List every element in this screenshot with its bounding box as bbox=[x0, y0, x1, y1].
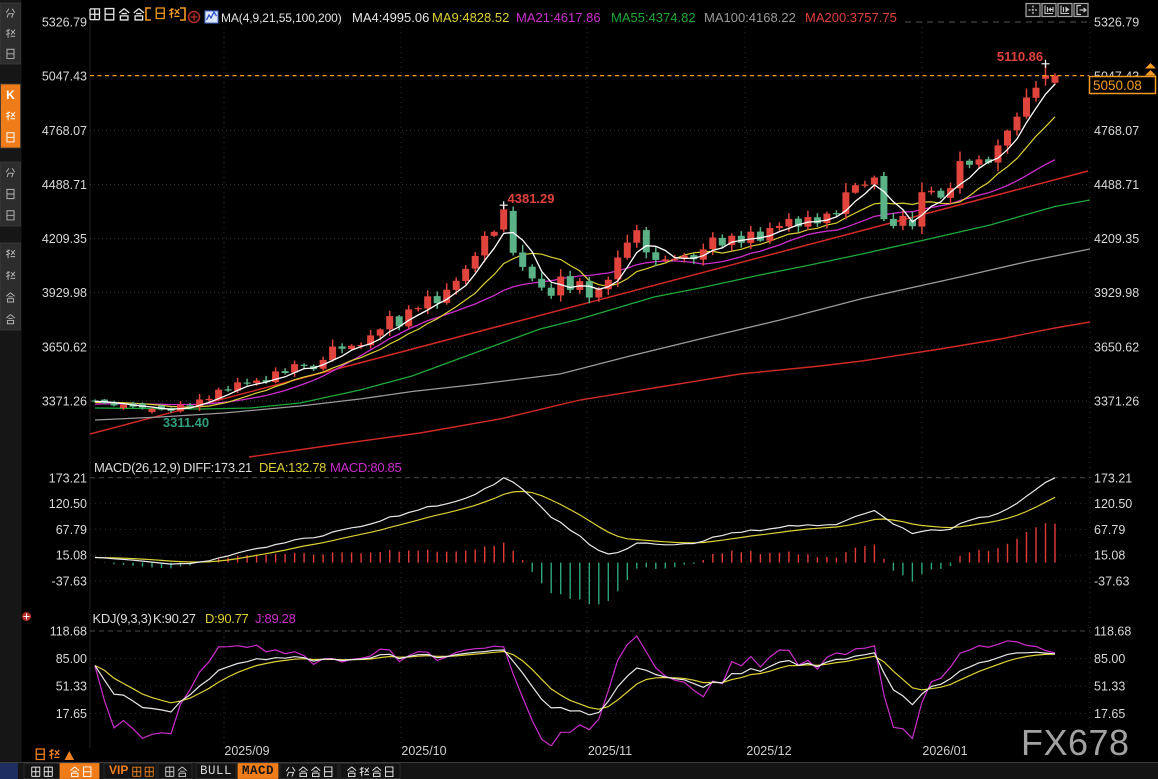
svg-text:MA100:4168.22: MA100:4168.22 bbox=[704, 10, 796, 25]
svg-text:2025/12: 2025/12 bbox=[746, 744, 791, 758]
svg-text:4381.29: 4381.29 bbox=[508, 191, 555, 206]
svg-text:MA(4,9,21,55,100,200): MA(4,9,21,55,100,200) bbox=[221, 11, 342, 25]
svg-text:5110.86: 5110.86 bbox=[997, 49, 1043, 64]
svg-text:VIP: VIP bbox=[109, 763, 128, 777]
svg-text:15.08: 15.08 bbox=[1094, 549, 1125, 563]
svg-text:4768.07: 4768.07 bbox=[1094, 124, 1139, 138]
svg-text:FX678: FX678 bbox=[1021, 722, 1130, 763]
svg-text:17.65: 17.65 bbox=[1094, 707, 1125, 721]
svg-text:3650.62: 3650.62 bbox=[1094, 340, 1139, 354]
svg-text:2025/11: 2025/11 bbox=[588, 744, 632, 758]
svg-text:MACD: MACD bbox=[242, 764, 274, 778]
svg-text:2026/01: 2026/01 bbox=[922, 744, 967, 758]
svg-text:4209.35: 4209.35 bbox=[42, 232, 87, 246]
svg-text:BULL: BULL bbox=[200, 764, 232, 778]
svg-text:118.68: 118.68 bbox=[1094, 624, 1131, 638]
svg-text:MA4:4995.06: MA4:4995.06 bbox=[352, 10, 429, 25]
svg-text:120.50: 120.50 bbox=[49, 497, 87, 511]
svg-text:MACD:80.85: MACD:80.85 bbox=[330, 460, 401, 475]
svg-text:5326.79: 5326.79 bbox=[42, 16, 87, 30]
svg-text:K: K bbox=[6, 88, 15, 102]
svg-text:85.00: 85.00 bbox=[56, 652, 87, 666]
svg-text:15.08: 15.08 bbox=[56, 549, 87, 563]
svg-text:3929.98: 3929.98 bbox=[1094, 286, 1139, 300]
svg-text:3311.40: 3311.40 bbox=[163, 415, 209, 430]
svg-text:17.65: 17.65 bbox=[56, 707, 87, 721]
svg-text:51.33: 51.33 bbox=[56, 679, 87, 693]
svg-text:D:90.77: D:90.77 bbox=[205, 611, 249, 626]
svg-text:173.21: 173.21 bbox=[49, 471, 87, 485]
svg-text:118.68: 118.68 bbox=[50, 624, 87, 638]
svg-text:5326.79: 5326.79 bbox=[1094, 16, 1139, 30]
svg-text:5050.08: 5050.08 bbox=[1093, 78, 1142, 93]
svg-text:DIFF:173.21: DIFF:173.21 bbox=[183, 460, 252, 475]
svg-text:2025/10: 2025/10 bbox=[401, 744, 446, 758]
svg-text:4488.71: 4488.71 bbox=[42, 178, 87, 192]
svg-text:-37.63: -37.63 bbox=[1094, 575, 1129, 589]
svg-text:MA200:3757.75: MA200:3757.75 bbox=[805, 10, 897, 25]
svg-text:173.21: 173.21 bbox=[1094, 471, 1132, 485]
svg-text:4209.35: 4209.35 bbox=[1094, 232, 1139, 246]
svg-text:3371.26: 3371.26 bbox=[42, 395, 87, 409]
svg-text:-37.63: -37.63 bbox=[52, 575, 87, 589]
svg-text:4768.07: 4768.07 bbox=[42, 124, 87, 138]
svg-text:3650.62: 3650.62 bbox=[42, 340, 87, 354]
svg-text:67.79: 67.79 bbox=[1094, 523, 1125, 537]
svg-text:3929.98: 3929.98 bbox=[42, 286, 87, 300]
svg-text:67.79: 67.79 bbox=[56, 523, 87, 537]
svg-text:KDJ(9,3,3): KDJ(9,3,3) bbox=[93, 611, 152, 626]
svg-text:120.50: 120.50 bbox=[1094, 497, 1132, 511]
svg-text:3371.26: 3371.26 bbox=[1094, 395, 1139, 409]
svg-text:4488.71: 4488.71 bbox=[1094, 178, 1139, 192]
svg-text:DEA:132.78: DEA:132.78 bbox=[259, 460, 326, 475]
svg-text:MA21:4617.86: MA21:4617.86 bbox=[516, 10, 601, 25]
svg-text:51.33: 51.33 bbox=[1094, 679, 1125, 693]
svg-text:K:90.27: K:90.27 bbox=[153, 611, 196, 626]
svg-text:MA55:4374.82: MA55:4374.82 bbox=[611, 10, 696, 25]
svg-text:MA9:4828.52: MA9:4828.52 bbox=[432, 10, 509, 25]
svg-text:5047.43: 5047.43 bbox=[42, 70, 87, 84]
svg-text:85.00: 85.00 bbox=[1094, 652, 1125, 666]
svg-text:MACD(26,12,9): MACD(26,12,9) bbox=[94, 460, 180, 475]
svg-text:2025/09: 2025/09 bbox=[224, 744, 269, 758]
svg-text:J:89.28: J:89.28 bbox=[255, 611, 296, 626]
